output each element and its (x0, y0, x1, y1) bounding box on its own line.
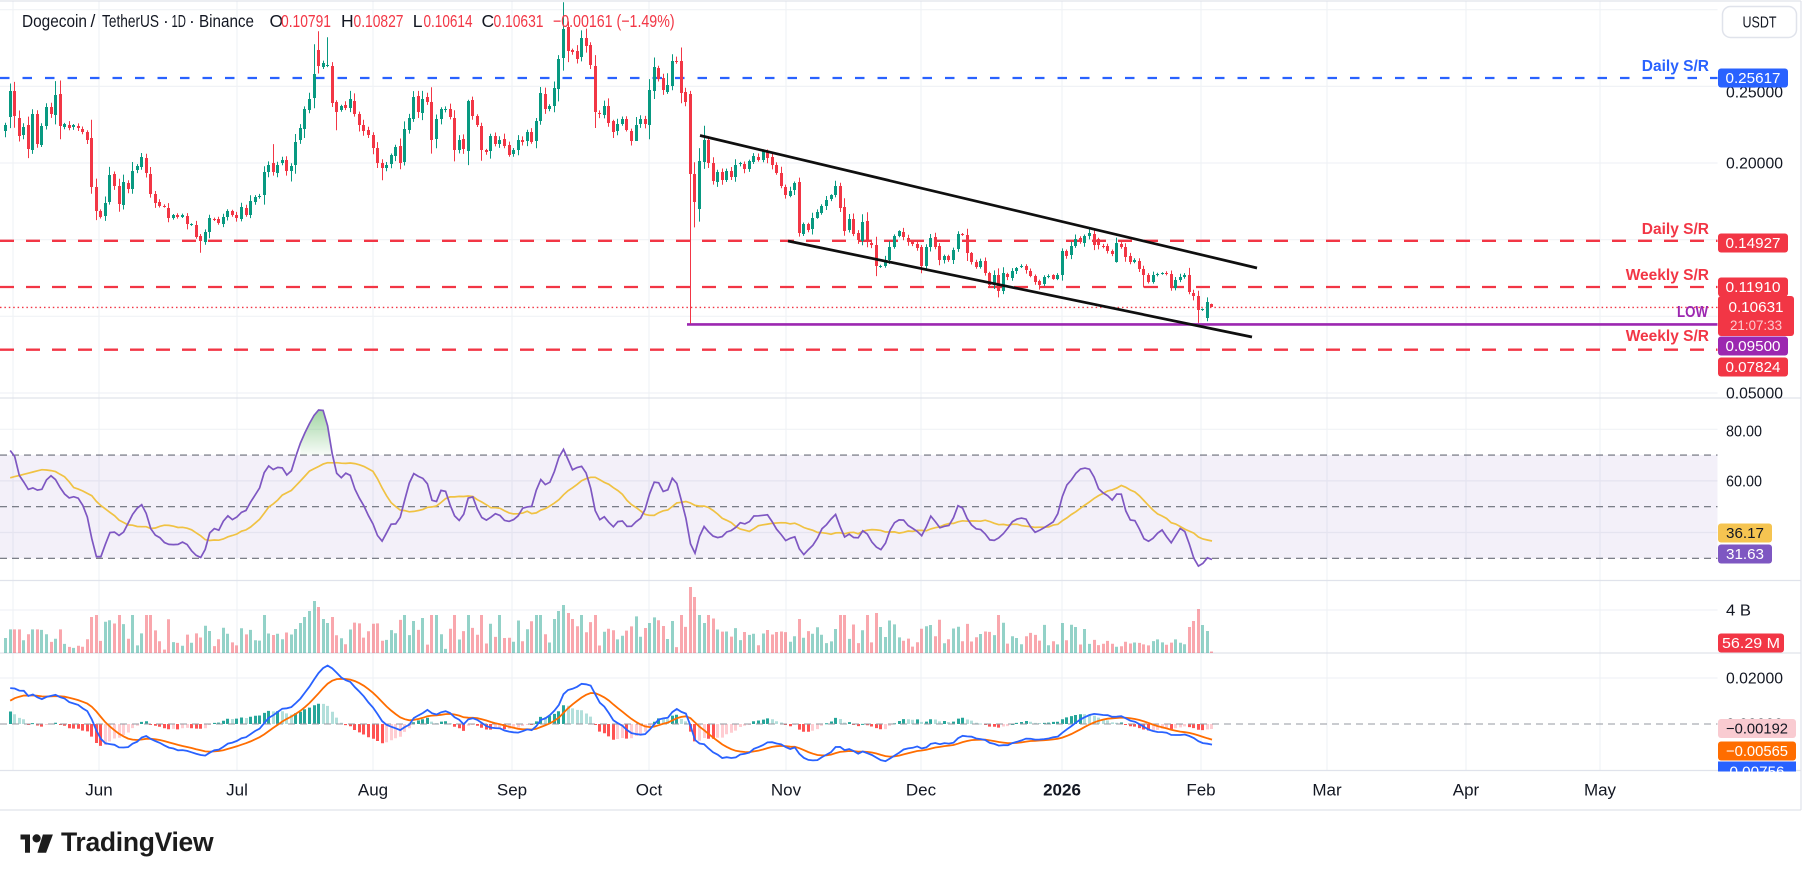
svg-text:Dec: Dec (906, 781, 937, 800)
svg-text:Nov: Nov (771, 781, 802, 800)
svg-text:0.05000: 0.05000 (1726, 386, 1783, 403)
svg-text:0.14927: 0.14927 (1726, 235, 1781, 252)
svg-text:Apr: Apr (1453, 781, 1480, 800)
svg-text:0.09500: 0.09500 (1726, 338, 1781, 355)
svg-text:−0.00565: −0.00565 (1726, 743, 1788, 760)
svg-text:Oct: Oct (636, 781, 663, 800)
svg-text:0.11910: 0.11910 (1726, 279, 1781, 296)
svg-text:0.25617: 0.25617 (1726, 70, 1781, 87)
svg-text:−0.00161 (−1.49%): −0.00161 (−1.49%) (553, 11, 675, 31)
svg-text:Jul: Jul (226, 781, 248, 800)
svg-text:0.25000: 0.25000 (1726, 85, 1783, 102)
svg-text:0.07824: 0.07824 (1726, 359, 1781, 376)
svg-text:36.17: 36.17 (1726, 525, 1764, 542)
svg-text:0.10614: 0.10614 (424, 11, 473, 31)
svg-text:−0.00192: −0.00192 (1726, 721, 1788, 738)
svg-text:·: · (163, 11, 169, 31)
svg-text:1D: 1D (172, 11, 187, 31)
svg-text:Aug: Aug (358, 781, 388, 800)
svg-text:Weekly S/R: Weekly S/R (1626, 267, 1709, 284)
svg-text:0.10791: 0.10791 (281, 11, 331, 31)
svg-text:Feb: Feb (1186, 781, 1215, 800)
svg-text:Daily S/R: Daily S/R (1642, 58, 1709, 75)
svg-text:4 B: 4 B (1726, 603, 1751, 620)
svg-text:/: / (91, 11, 96, 31)
svg-text:Dogecoin: Dogecoin (22, 11, 87, 31)
svg-text:21:07:33: 21:07:33 (1730, 317, 1782, 333)
svg-text:0.20000: 0.20000 (1726, 156, 1783, 173)
svg-text:2026: 2026 (1043, 781, 1081, 800)
svg-text:0.10631: 0.10631 (1729, 299, 1784, 316)
svg-text:Binance: Binance (199, 11, 254, 31)
svg-text:H: H (341, 11, 354, 31)
svg-text:TradingView: TradingView (61, 827, 214, 857)
svg-text:O: O (270, 11, 284, 31)
svg-text:31.63: 31.63 (1726, 546, 1764, 563)
svg-text:Jun: Jun (85, 781, 112, 800)
svg-text:0.10631: 0.10631 (494, 11, 544, 31)
svg-text:80.00: 80.00 (1726, 424, 1762, 441)
svg-text:0.02000: 0.02000 (1726, 671, 1783, 688)
svg-text:60.00: 60.00 (1726, 474, 1762, 491)
svg-text:LOW: LOW (1677, 304, 1708, 321)
svg-text:Sep: Sep (497, 781, 527, 800)
svg-text:C: C (482, 11, 495, 31)
svg-text:May: May (1584, 781, 1617, 800)
svg-text:0.10827: 0.10827 (354, 11, 404, 31)
svg-text:0.00756: 0.00756 (1730, 764, 1785, 781)
svg-text:56.29 M: 56.29 M (1722, 635, 1780, 652)
svg-text:·: · (189, 11, 195, 31)
svg-text:Daily S/R: Daily S/R (1642, 221, 1709, 238)
svg-text:Weekly S/R: Weekly S/R (1626, 328, 1709, 345)
svg-text:TetherUS: TetherUS (102, 11, 159, 31)
svg-text:Mar: Mar (1312, 781, 1342, 800)
svg-text:L: L (413, 11, 423, 31)
svg-text:USDT: USDT (1743, 15, 1777, 32)
